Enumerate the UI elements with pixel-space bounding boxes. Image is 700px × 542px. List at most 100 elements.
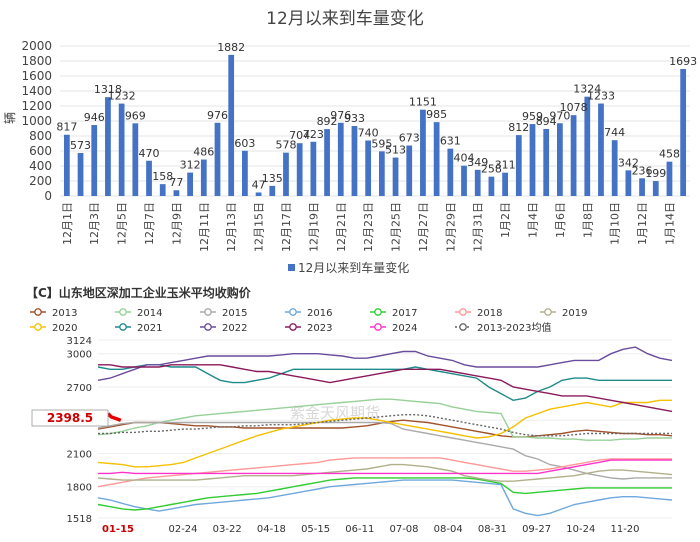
- data-label: 595: [371, 137, 392, 150]
- legend-marker: [34, 308, 42, 316]
- data-label: 1318: [94, 83, 122, 96]
- bar: [639, 178, 645, 196]
- x-tick-label: 08-04: [434, 524, 463, 535]
- y-tick-label: 2000: [21, 39, 52, 53]
- data-label: 812: [508, 121, 529, 134]
- bar: [159, 184, 166, 196]
- legend-marker: [289, 308, 297, 316]
- data-label: 976: [330, 109, 351, 122]
- legend-marker: [119, 308, 127, 316]
- y-tick-label: 1600: [21, 69, 52, 83]
- x-tick-label: 1月12日: [636, 202, 649, 245]
- bar: [132, 123, 139, 196]
- bar: [406, 145, 413, 196]
- y-tick-label: 1200: [21, 99, 52, 113]
- x-tick-label: 1月6日: [554, 202, 567, 238]
- x-tick-label: 12月31日: [472, 202, 485, 252]
- x-tick-label: 12月27日: [417, 202, 430, 252]
- y-tick-label: 200: [29, 174, 52, 188]
- y-axis-label: 辆: [3, 112, 17, 124]
- bar: [515, 135, 522, 196]
- bar: [91, 125, 98, 196]
- data-label: 740: [358, 127, 379, 140]
- bar: [146, 160, 152, 196]
- bar: [447, 148, 454, 196]
- legend-label: 2014: [137, 308, 162, 319]
- legend-label: 2020: [52, 323, 77, 334]
- bar: [461, 165, 467, 196]
- legend-label: 2023: [307, 323, 332, 334]
- bar: [77, 153, 84, 196]
- y-tick-label: 3000: [67, 350, 92, 361]
- data-label: 135: [262, 172, 283, 185]
- legend-label: 2018: [477, 308, 502, 319]
- series-line-2024: [98, 459, 672, 475]
- bar: [242, 150, 248, 196]
- bar: [666, 161, 673, 196]
- bar: [378, 151, 385, 196]
- x-tick-label: 06-11: [345, 524, 374, 535]
- y-tick-label: 1800: [67, 483, 92, 494]
- x-tick-label: 12月15日: [253, 202, 266, 252]
- x-tick-label: 04-18: [257, 524, 286, 535]
- x-tick-label: 1月14日: [663, 202, 676, 245]
- legend-label: 2022: [222, 323, 247, 334]
- highlight-marker: 2398.5: [31, 409, 109, 427]
- data-label: 959: [522, 110, 543, 123]
- x-tick-label: 10-24: [566, 524, 595, 535]
- x-tick-label: 01-15: [102, 524, 134, 535]
- legend-marker: [459, 323, 467, 331]
- bar: [173, 190, 180, 196]
- bar: [365, 140, 372, 196]
- bar: [324, 129, 330, 196]
- data-label: 47: [252, 178, 266, 191]
- legend-marker: [459, 308, 467, 316]
- data-label: 513: [385, 144, 406, 157]
- y-tick-labels: 1518180021002400270030003124: [67, 336, 92, 525]
- bar: [598, 103, 604, 196]
- series-lines: [97, 346, 673, 517]
- x-tick-label: 03-22: [213, 524, 242, 535]
- bar: [652, 181, 659, 196]
- bar-chart: 12月以来到车量变化 辆 020040060080010001200140016…: [3, 9, 697, 275]
- data-label: 311: [495, 159, 516, 172]
- series-line-2019: [97, 463, 673, 482]
- bar: [420, 109, 426, 196]
- x-tick-label: 11-20: [610, 524, 639, 535]
- legend-marker: [204, 308, 212, 316]
- x-tick-label: 12月19日: [307, 202, 320, 252]
- data-label: 744: [604, 126, 625, 139]
- x-tick-label: 12月29日: [444, 202, 457, 252]
- legend-marker: [374, 308, 382, 316]
- legend-label: 2024: [392, 323, 417, 334]
- data-label: 1232: [108, 90, 136, 103]
- series-line-2021: [97, 364, 672, 402]
- data-label: 404: [454, 152, 475, 165]
- data-label: 1233: [587, 90, 615, 103]
- bar: [296, 143, 303, 196]
- series-line-2025: [106, 412, 122, 423]
- bar: [557, 123, 563, 196]
- data-label: 1151: [409, 96, 437, 109]
- data-label: 817: [56, 121, 77, 134]
- data-label: 458: [659, 148, 680, 161]
- bar: [543, 128, 550, 196]
- x-tick-labels: 01-15 02-24 03-22 04-18 05-15 06-11 07-08 08-04…: [102, 524, 640, 535]
- y-tick-label: 2700: [67, 383, 92, 394]
- bar: [228, 54, 235, 196]
- data-label: 486: [193, 146, 214, 159]
- legend-label: 2017: [392, 308, 417, 319]
- series-line-2016: [97, 479, 673, 517]
- bar: [63, 134, 70, 196]
- data-label: 631: [440, 135, 461, 148]
- data-label: 1693: [669, 55, 697, 68]
- data-label: 1078: [560, 101, 588, 114]
- legend-marker: [34, 323, 42, 331]
- y-tick-label: 1800: [21, 54, 52, 68]
- series-line-2017: [97, 477, 672, 511]
- data-label: 578: [275, 139, 296, 152]
- x-tick-label: 05-15: [301, 524, 330, 535]
- bar: [625, 170, 632, 196]
- x-tick-label: 1月4日: [527, 202, 540, 238]
- legend-label: 12月以来到车量变化: [298, 260, 409, 275]
